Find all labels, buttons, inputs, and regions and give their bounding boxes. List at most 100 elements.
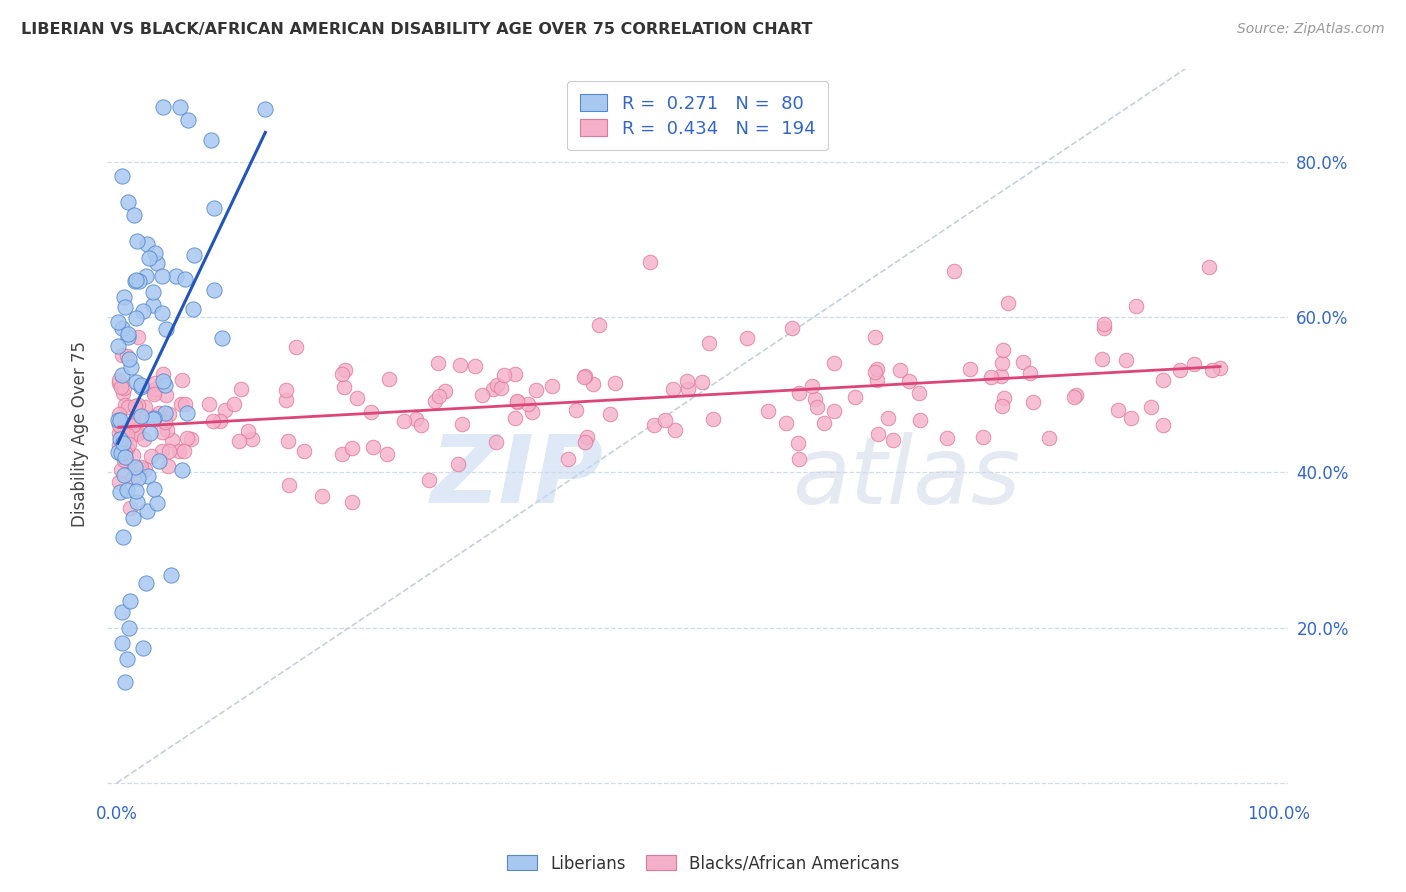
- Point: [165, 268, 187, 283]
- Point: [108, 373, 131, 387]
- Point: [117, 326, 139, 341]
- Point: [128, 411, 150, 425]
- Point: [1209, 361, 1232, 376]
- Point: [489, 381, 512, 395]
- Point: [157, 459, 180, 474]
- Point: [135, 269, 157, 284]
- Point: [129, 459, 152, 474]
- Point: [114, 454, 136, 468]
- Point: [131, 378, 153, 392]
- Point: [118, 351, 141, 366]
- Point: [115, 441, 138, 455]
- Point: [157, 407, 180, 421]
- Point: [122, 471, 145, 485]
- Point: [254, 102, 277, 116]
- Point: [173, 397, 195, 411]
- Point: [111, 424, 134, 438]
- Point: [153, 377, 176, 392]
- Point: [120, 360, 142, 375]
- Point: [804, 392, 827, 406]
- Point: [449, 358, 471, 372]
- Point: [152, 367, 174, 381]
- Point: [177, 112, 200, 127]
- Point: [150, 306, 173, 320]
- Point: [575, 430, 598, 444]
- Point: [115, 349, 138, 363]
- Point: [108, 418, 131, 433]
- Point: [111, 385, 134, 400]
- Point: [1121, 410, 1143, 425]
- Point: [434, 384, 457, 399]
- Point: [1038, 431, 1060, 445]
- Point: [143, 411, 166, 425]
- Point: [115, 652, 138, 666]
- Point: [150, 425, 173, 440]
- Text: ZIP: ZIP: [430, 432, 603, 524]
- Point: [506, 394, 529, 409]
- Point: [198, 397, 221, 411]
- Text: atlas: atlas: [792, 432, 1021, 523]
- Point: [240, 432, 263, 446]
- Point: [360, 405, 382, 419]
- Point: [823, 356, 845, 370]
- Point: [112, 381, 135, 395]
- Point: [346, 392, 368, 406]
- Point: [485, 435, 508, 450]
- Point: [228, 434, 250, 448]
- Point: [806, 400, 828, 414]
- Point: [136, 504, 159, 518]
- Point: [155, 387, 177, 401]
- Point: [1022, 395, 1045, 409]
- Point: [664, 423, 686, 437]
- Point: [202, 414, 225, 428]
- Point: [756, 403, 779, 417]
- Point: [405, 412, 427, 426]
- Point: [108, 432, 131, 446]
- Point: [690, 376, 713, 390]
- Point: [823, 404, 845, 418]
- Point: [588, 318, 610, 332]
- Point: [127, 471, 149, 485]
- Point: [127, 426, 149, 441]
- Point: [898, 374, 921, 388]
- Point: [1012, 354, 1035, 368]
- Point: [675, 374, 697, 388]
- Point: [643, 417, 665, 432]
- Point: [125, 310, 148, 325]
- Point: [118, 437, 141, 451]
- Point: [112, 468, 135, 483]
- Point: [152, 374, 174, 388]
- Point: [129, 380, 152, 394]
- Point: [136, 237, 159, 252]
- Point: [153, 406, 176, 420]
- Point: [209, 414, 232, 428]
- Point: [141, 412, 163, 426]
- Point: [134, 400, 156, 414]
- Point: [139, 425, 162, 440]
- Point: [503, 367, 526, 381]
- Point: [427, 389, 450, 403]
- Point: [111, 439, 134, 453]
- Point: [125, 272, 148, 286]
- Point: [107, 339, 129, 353]
- Point: [285, 340, 308, 354]
- Point: [107, 315, 129, 329]
- Point: [138, 252, 160, 266]
- Point: [111, 636, 134, 650]
- Point: [118, 621, 141, 635]
- Point: [111, 605, 134, 619]
- Point: [108, 475, 131, 489]
- Point: [524, 383, 547, 397]
- Point: [780, 320, 803, 334]
- Point: [274, 393, 297, 408]
- Point: [125, 235, 148, 249]
- Point: [128, 462, 150, 476]
- Point: [991, 400, 1014, 414]
- Point: [121, 418, 143, 433]
- Point: [340, 495, 363, 509]
- Point: [125, 375, 148, 389]
- Point: [107, 445, 129, 459]
- Point: [173, 444, 195, 458]
- Point: [125, 483, 148, 498]
- Point: [980, 370, 1002, 384]
